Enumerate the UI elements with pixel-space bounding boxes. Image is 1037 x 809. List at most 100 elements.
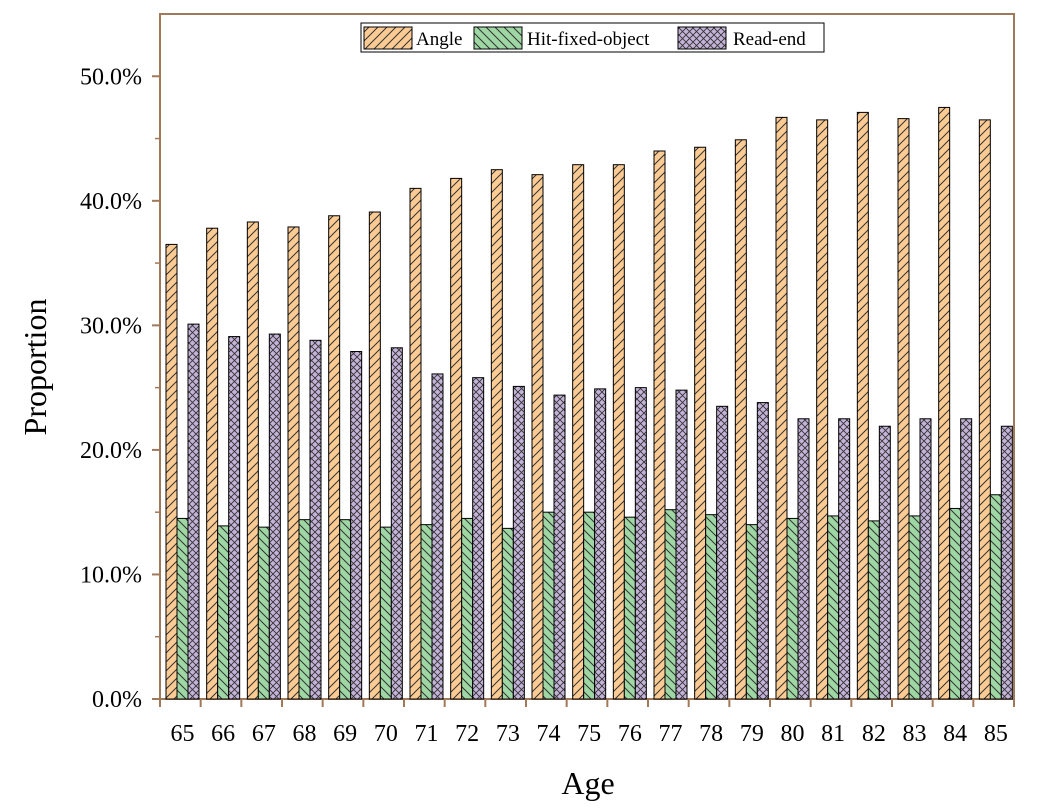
- bar-angle-69: [328, 215, 341, 700]
- x-tick-label: 66: [211, 721, 235, 747]
- bar-read-end-68: [309, 339, 322, 700]
- bar-read-end-84: [960, 418, 973, 700]
- bar-hit-fixed-object-79: [745, 524, 758, 700]
- bar-read-end-75: [594, 388, 607, 700]
- bar-read-end-85: [1000, 425, 1013, 700]
- bar-hit-fixed-object-67: [257, 526, 270, 700]
- bar-angle-74: [531, 174, 544, 700]
- y-tick-label: 40.0%: [80, 189, 142, 215]
- bar-hit-fixed-object-69: [339, 519, 352, 700]
- bar-read-end-80: [797, 418, 810, 700]
- bar-hit-fixed-object-71: [420, 524, 433, 700]
- bar-read-end-77: [675, 389, 688, 700]
- bar-hit-fixed-object-75: [583, 511, 596, 700]
- bar-read-end-71: [431, 373, 444, 700]
- bar-read-end-67: [268, 333, 281, 700]
- bar-read-end-69: [350, 351, 363, 700]
- y-axis-title: Proportion: [17, 299, 53, 436]
- x-tick-label: 76: [618, 721, 642, 747]
- bar-read-end-66: [228, 336, 241, 700]
- bar-angle-73: [490, 169, 503, 700]
- bar-hit-fixed-object-70: [379, 526, 392, 700]
- y-tick-label: 20.0%: [80, 438, 142, 464]
- bar-hit-fixed-object-82: [867, 520, 880, 700]
- legend: Angle Hit-fixed-object Read-end: [360, 22, 825, 53]
- bar-hit-fixed-object-66: [217, 525, 230, 700]
- bar-hit-fixed-object-68: [298, 519, 311, 700]
- x-tick-label: 67: [252, 721, 276, 747]
- y-axis: 0.0% 10.0% 20.0% 30.0% 40.0% 50.0%: [80, 64, 160, 713]
- x-tick-label: 75: [577, 721, 601, 747]
- x-tick-label: 68: [293, 721, 317, 747]
- legend-swatch-angle: [363, 26, 413, 50]
- bar-hit-fixed-object-83: [908, 515, 921, 700]
- bar-angle-85: [978, 119, 991, 700]
- bar-hit-fixed-object-80: [786, 517, 799, 700]
- bar-hit-fixed-object-65: [176, 517, 189, 700]
- legend-box: [360, 22, 825, 53]
- x-tick-label: 72: [455, 721, 479, 747]
- x-tick-label: 83: [903, 721, 927, 747]
- bar-hit-fixed-object-78: [705, 514, 718, 700]
- legend-label-angle: Angle: [416, 29, 462, 50]
- bar-hit-fixed-object-73: [501, 527, 514, 700]
- x-tick-label: 82: [862, 721, 886, 747]
- y-tick-label: 0.0%: [92, 687, 142, 713]
- bar-angle-72: [450, 177, 463, 700]
- bar-read-end-82: [878, 425, 891, 700]
- legend-swatch-hit-fixed-object: [473, 26, 523, 50]
- legend-label-hit-fixed-object: Hit-fixed-object: [527, 29, 650, 50]
- x-tick-label: 70: [374, 721, 398, 747]
- bar-read-end-65: [187, 323, 200, 700]
- bar-angle-75: [572, 164, 585, 700]
- bar-angle-68: [287, 226, 300, 700]
- bar-angle-83: [897, 118, 910, 700]
- bar-angle-65: [165, 243, 178, 700]
- bar-read-end-78: [716, 405, 729, 700]
- x-tick-label: 81: [821, 721, 845, 747]
- legend-label-read-end: Read-end: [733, 29, 806, 50]
- bar-hit-fixed-object-72: [461, 517, 474, 700]
- bar-angle-77: [653, 150, 666, 700]
- x-tick-label: 71: [415, 721, 439, 747]
- bar-angle-81: [816, 119, 829, 700]
- bar-angle-67: [246, 221, 259, 700]
- bar-angle-66: [206, 227, 219, 700]
- bar-angle-82: [856, 111, 869, 700]
- x-axis-title: Age: [561, 765, 614, 801]
- x-tick-label: 84: [943, 721, 967, 747]
- bar-angle-78: [694, 146, 707, 700]
- bar-read-end-76: [634, 387, 647, 700]
- x-tick-label: 80: [781, 721, 805, 747]
- bar-hit-fixed-object-85: [989, 494, 1002, 700]
- bar-hit-fixed-object-76: [623, 516, 636, 700]
- bar-hit-fixed-object-84: [949, 507, 962, 700]
- y-tick-label: 50.0%: [80, 64, 142, 90]
- bar-read-end-83: [919, 418, 932, 700]
- y-tick-label: 10.0%: [80, 562, 142, 588]
- bar-read-end-74: [553, 394, 566, 700]
- x-tick-label: 65: [171, 721, 195, 747]
- bars: [165, 106, 1013, 700]
- bar-angle-80: [775, 116, 788, 700]
- bar-angle-79: [734, 139, 747, 700]
- x-tick-label: 79: [740, 721, 764, 747]
- x-tick-label: 74: [537, 721, 561, 747]
- bar-read-end-81: [838, 418, 851, 700]
- x-tick-label: 77: [659, 721, 683, 747]
- bar-angle-76: [612, 164, 625, 700]
- bar-read-end-73: [512, 385, 525, 700]
- bar-hit-fixed-object-74: [542, 511, 555, 700]
- x-tick-label: 85: [984, 721, 1008, 747]
- y-tick-label: 30.0%: [80, 313, 142, 339]
- bar-read-end-72: [472, 377, 485, 700]
- bar-hit-fixed-object-81: [827, 515, 840, 700]
- x-tick-label: 73: [496, 721, 520, 747]
- bar-angle-70: [368, 211, 381, 700]
- bar-read-end-79: [756, 402, 769, 700]
- bar-read-end-70: [390, 347, 403, 700]
- bar-hit-fixed-object-77: [664, 509, 677, 700]
- x-tick-label: 69: [333, 721, 357, 747]
- bar-angle-71: [409, 187, 422, 700]
